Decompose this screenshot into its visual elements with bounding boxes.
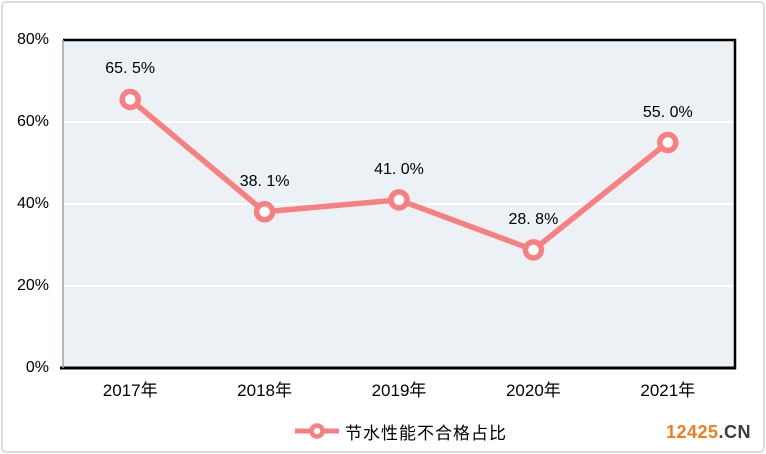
line-chart-plot bbox=[60, 38, 737, 370]
data-point-marker bbox=[388, 189, 410, 211]
axes bbox=[60, 38, 737, 370]
x-axis-category-label: 2018年 bbox=[237, 381, 292, 400]
data-point-marker bbox=[119, 88, 141, 111]
x-axis-category-label: 2021年 bbox=[640, 381, 696, 400]
x-axis-category-label: 2017年 bbox=[102, 381, 158, 400]
watermark-brand: 12425 bbox=[665, 422, 719, 442]
y-axis-tick-label: 80% bbox=[16, 31, 49, 48]
legend-line-marker-icon bbox=[295, 423, 339, 439]
data-point-value-label: 65. 5% bbox=[105, 60, 156, 78]
watermark-suffix: .CN bbox=[718, 422, 751, 442]
data-point-value-label: 38. 1% bbox=[239, 172, 290, 190]
y-axis-tick-label: 60% bbox=[16, 113, 49, 130]
watermark: 12425.CN bbox=[666, 422, 751, 443]
data-point-marker bbox=[522, 239, 545, 261]
data-point-value-label: 55. 0% bbox=[642, 103, 693, 121]
data-point-marker bbox=[657, 131, 679, 154]
y-axis-tick-label: 20% bbox=[16, 277, 49, 294]
legend-series-label: 节水性能不合格占比 bbox=[345, 423, 507, 443]
x-axis-category-label: 2019年 bbox=[371, 381, 427, 400]
chart-legend: 节水性能不合格占比 bbox=[64, 416, 736, 446]
x-axis-category-label: 2020年 bbox=[505, 381, 561, 400]
data-point-value-label: 28. 8% bbox=[508, 210, 559, 228]
data-point-markers bbox=[119, 88, 679, 261]
data-point-value-label: 41. 0% bbox=[374, 160, 424, 178]
y-axis-tick-label: 40% bbox=[16, 195, 49, 212]
y-axis-tick-label: 0% bbox=[25, 359, 49, 376]
data-point-marker bbox=[253, 201, 276, 223]
